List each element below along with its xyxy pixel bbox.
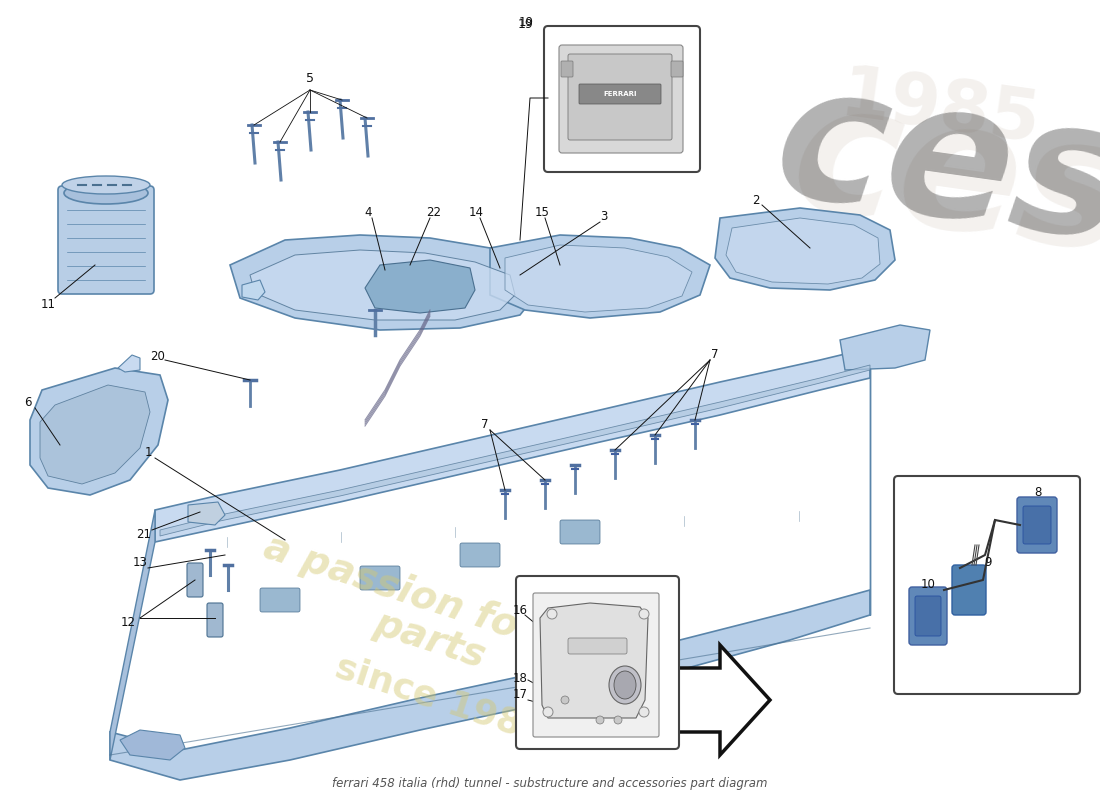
Polygon shape (540, 603, 648, 718)
Text: ferrari 458 italia (rhd) tunnel - substructure and accessories part diagram: ferrari 458 italia (rhd) tunnel - substr… (332, 777, 768, 790)
FancyBboxPatch shape (544, 26, 700, 172)
Text: 12: 12 (121, 615, 135, 629)
Text: ces: ces (764, 51, 1100, 279)
Text: 9: 9 (984, 555, 992, 569)
Polygon shape (715, 208, 895, 290)
FancyBboxPatch shape (579, 84, 661, 104)
FancyBboxPatch shape (260, 588, 300, 612)
Polygon shape (620, 645, 770, 755)
Text: 11: 11 (41, 298, 55, 310)
FancyBboxPatch shape (909, 587, 947, 645)
Circle shape (639, 707, 649, 717)
Polygon shape (30, 368, 168, 495)
Text: 3: 3 (601, 210, 607, 223)
FancyBboxPatch shape (671, 61, 683, 77)
Text: 6: 6 (24, 395, 32, 409)
Polygon shape (230, 235, 540, 330)
Polygon shape (40, 385, 150, 484)
Ellipse shape (609, 666, 641, 704)
Text: 22: 22 (427, 206, 441, 218)
Text: 20: 20 (151, 350, 165, 362)
FancyBboxPatch shape (516, 576, 679, 749)
Text: 17: 17 (513, 689, 528, 702)
Polygon shape (160, 365, 870, 536)
Text: 14: 14 (469, 206, 484, 218)
Text: 18: 18 (513, 671, 527, 685)
Text: 19: 19 (518, 18, 534, 30)
Polygon shape (118, 355, 140, 372)
FancyBboxPatch shape (460, 543, 500, 567)
Text: 7: 7 (482, 418, 488, 431)
Text: 16: 16 (513, 603, 528, 617)
Text: 10: 10 (921, 578, 935, 591)
Text: 21: 21 (136, 527, 152, 541)
Circle shape (547, 609, 557, 619)
FancyBboxPatch shape (568, 638, 627, 654)
Text: 4: 4 (364, 206, 372, 218)
Ellipse shape (62, 176, 150, 194)
FancyBboxPatch shape (559, 45, 683, 153)
Ellipse shape (64, 182, 149, 204)
Polygon shape (490, 235, 710, 318)
Text: ces: ces (781, 70, 1100, 290)
Text: 8: 8 (1034, 486, 1042, 498)
Text: 2: 2 (752, 194, 760, 206)
Circle shape (561, 696, 569, 704)
Polygon shape (505, 245, 692, 312)
Text: a passion for: a passion for (258, 528, 541, 652)
Text: 15: 15 (535, 206, 549, 218)
FancyBboxPatch shape (207, 603, 223, 637)
Polygon shape (110, 590, 870, 780)
Text: since 1985: since 1985 (331, 650, 549, 750)
Polygon shape (188, 502, 226, 525)
FancyBboxPatch shape (58, 186, 154, 294)
FancyBboxPatch shape (894, 476, 1080, 694)
FancyBboxPatch shape (1018, 497, 1057, 553)
Polygon shape (155, 348, 870, 542)
Text: FERRARI: FERRARI (603, 91, 637, 97)
FancyBboxPatch shape (568, 54, 672, 140)
Polygon shape (365, 260, 475, 313)
FancyBboxPatch shape (1023, 506, 1050, 544)
Polygon shape (242, 280, 265, 300)
Text: 1985: 1985 (836, 62, 1044, 158)
Polygon shape (250, 250, 515, 320)
Circle shape (639, 609, 649, 619)
FancyBboxPatch shape (561, 61, 573, 77)
Circle shape (596, 716, 604, 724)
Circle shape (543, 707, 553, 717)
Polygon shape (110, 510, 155, 760)
Text: 7: 7 (712, 349, 718, 362)
FancyBboxPatch shape (187, 563, 204, 597)
FancyBboxPatch shape (915, 596, 940, 636)
Text: 1: 1 (144, 446, 152, 458)
Text: 13: 13 (133, 555, 147, 569)
FancyBboxPatch shape (952, 565, 986, 615)
Polygon shape (840, 325, 929, 370)
Ellipse shape (614, 671, 636, 699)
Circle shape (614, 716, 622, 724)
FancyBboxPatch shape (360, 566, 400, 590)
Polygon shape (726, 218, 880, 284)
Polygon shape (120, 730, 185, 760)
Text: 5: 5 (306, 71, 313, 85)
FancyBboxPatch shape (534, 593, 659, 737)
Text: parts: parts (370, 604, 491, 676)
Text: 19: 19 (518, 15, 534, 29)
FancyBboxPatch shape (560, 520, 600, 544)
